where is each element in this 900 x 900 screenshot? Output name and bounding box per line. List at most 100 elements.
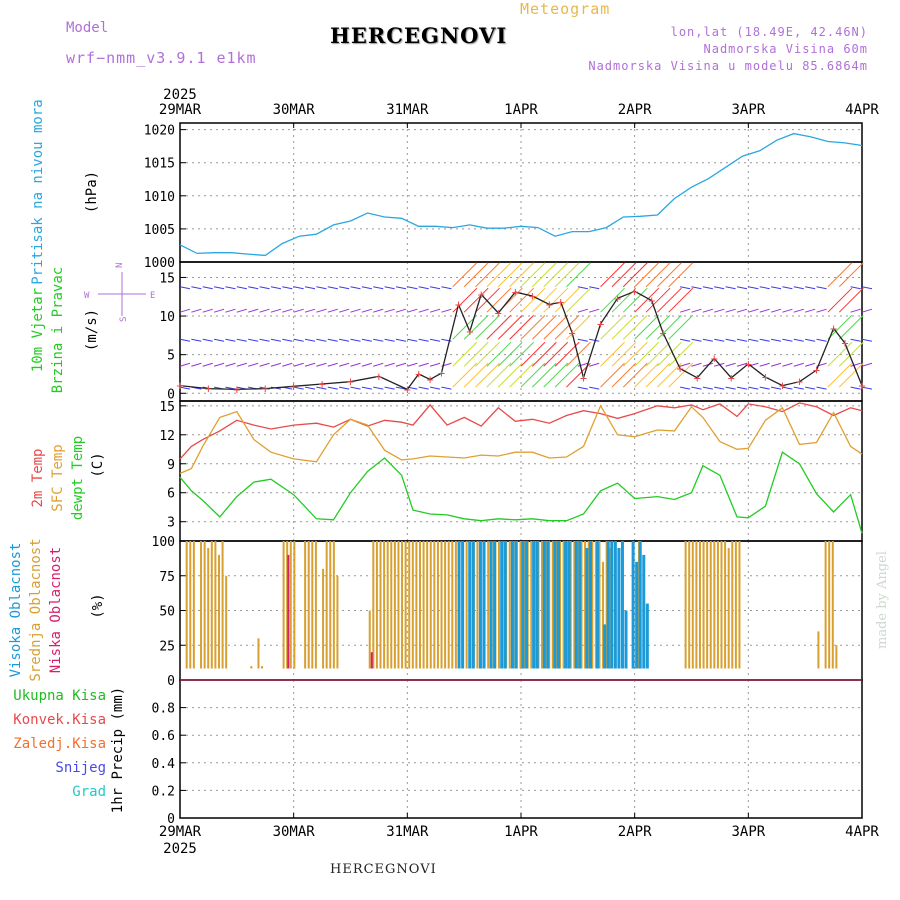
wind-unit: (m/s) [84,309,100,351]
wind-barb [748,286,759,290]
cloud-high-bar [645,603,649,669]
wind-barb [179,286,191,290]
cloud-high-bar [500,541,504,669]
wind-barb [838,341,864,367]
wind-barb [350,362,361,367]
wind-barb [725,308,736,313]
wind-barb [543,362,569,388]
wind-barb [293,362,304,367]
wind-barb [589,338,600,342]
wind-barb [611,314,637,340]
y-tick-label: 1010 [144,190,175,205]
cloud-mid-bar [415,541,418,669]
wind-barb [509,262,534,288]
wind-barb [304,286,316,290]
cloud-mid-bar [831,541,834,669]
wind-barb [543,341,569,367]
cloud-mid-bar [293,541,296,669]
y-tick-label: 0.8 [152,702,175,717]
cloud-mid-bar [257,638,260,669]
cloud-high-bar [493,541,497,669]
cloud-mid-bar [727,547,730,669]
wind-barb [861,362,873,367]
y-tick-label: 25 [159,639,175,654]
wind-barb [361,286,372,290]
cloud-low-bar [370,652,373,669]
wind-marker: + [290,379,297,393]
wind-barb [714,338,725,342]
wind-barb [270,362,282,367]
x-tick-label-bottom: 3APR [731,824,765,840]
cloud-mid-bar [602,561,605,669]
cloud-mid-bar [706,541,709,669]
cloud-high-bar [603,624,607,669]
wind-barb [282,286,293,290]
wind-barb [395,308,407,313]
wind-barb [452,341,478,367]
wind-marker: + [233,382,240,396]
cloud-mid-bar [386,541,389,669]
tsfc-line [179,404,863,474]
wind-barb [622,262,648,288]
cloud-mid-bar [282,541,285,669]
wind-barb [725,386,736,390]
wind-barb [202,308,213,313]
wind-barb [384,286,395,290]
x-tick-label-top: 31MAR [386,102,429,118]
cloud-high-bar [510,541,514,669]
temp-unit: (C) [90,452,106,477]
wind-marker: + [614,291,621,305]
wind-barb [589,386,600,390]
temp-ylabel-2m: 2m Temp [30,448,46,507]
wind-speed-line [179,290,863,391]
compass-s: S [119,317,129,322]
wind-barb [373,338,384,342]
wind-barb [350,386,361,390]
wind-barb [805,338,816,342]
wind-barb [179,386,191,390]
wind-barb [793,286,804,290]
wind-barb [441,308,452,313]
cloud-high-bar [624,610,628,669]
credit-text: made by Angel [875,551,890,649]
panel-frame [179,679,863,819]
wind-barb [600,262,625,288]
wind-barb [634,262,660,288]
wind-barb [259,338,270,342]
wind-barb [293,308,304,313]
wind-barb [838,314,864,340]
wind-barb [293,338,304,342]
wind-barb [702,286,713,290]
wind-barb [759,308,770,313]
temp-ylabel-sfc: SFC Temp [50,444,66,511]
y-tick-label: 0.2 [152,784,175,799]
x-tick-label-bottom: 29MAR [159,824,202,840]
wind-barb [782,308,793,313]
wind-barb [850,386,861,390]
wind-barb [532,362,557,388]
cloud-mid-bar [569,541,572,669]
temp-ylabel-dew: dewpt Temp [70,436,86,520]
wind-barb [395,386,407,390]
wind-barb [668,314,694,340]
wind-barb [248,338,259,342]
cloud-mid-bar [731,541,734,669]
wind-barb [373,286,384,290]
wind-barb [589,286,600,290]
cloud-mid-bar [817,631,820,669]
cloud-mid-bar [702,541,705,669]
wind-barb [509,362,534,388]
wind-barb [248,286,259,290]
wind-marker: + [648,294,655,308]
wind-barb [407,362,418,367]
wind-barb [486,314,512,340]
wind-marker: + [728,371,735,385]
wind-barb [407,338,418,342]
cloud-mid-bar [203,541,206,669]
cloud-mid-bar [189,541,192,669]
wind-barb [816,308,827,313]
wind-marker: + [762,370,769,384]
wind-barb [748,338,759,342]
cloud-high-bar [542,541,546,669]
cloud-mid-bar [716,541,719,669]
